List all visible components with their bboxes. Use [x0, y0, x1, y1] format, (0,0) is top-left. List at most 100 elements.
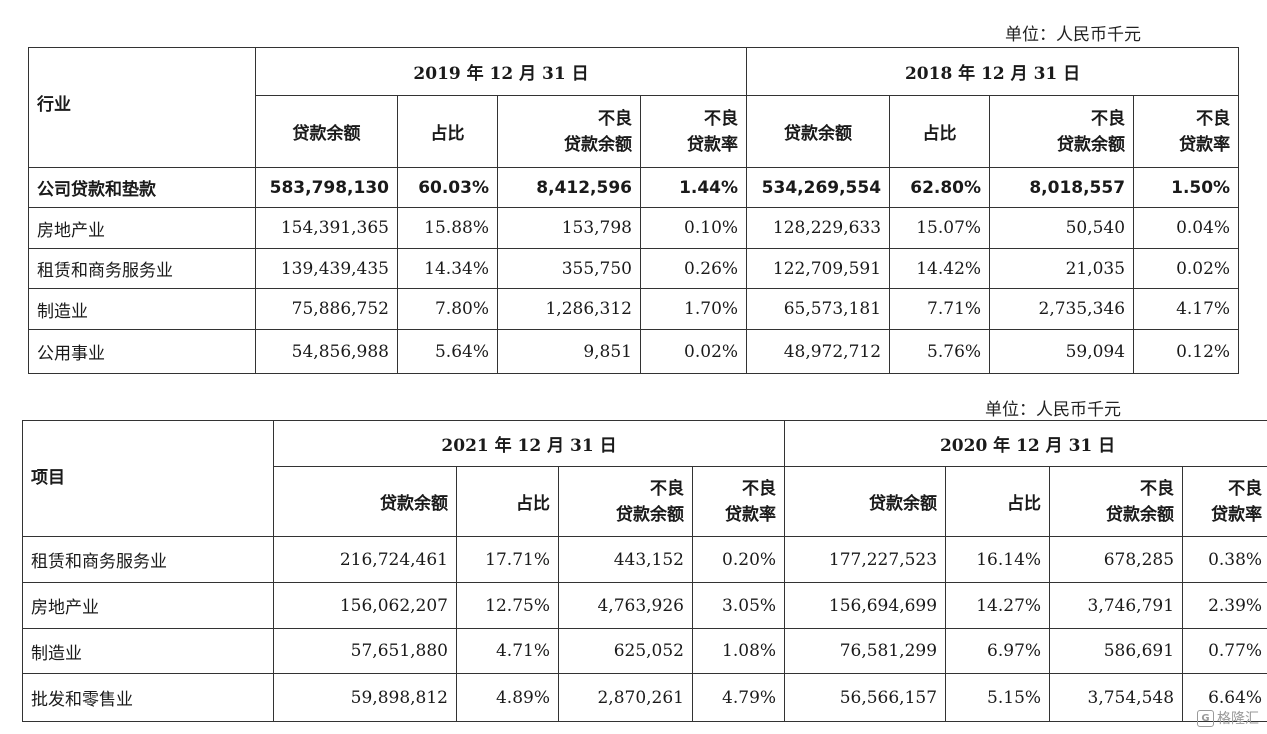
table-cell: 586,691: [1049, 628, 1184, 674]
table-cell: 122,709,591: [746, 248, 891, 289]
table-cell: 4.71%: [456, 628, 559, 674]
table-cell: 1.44%: [639, 167, 748, 208]
row-name: 租赁和商务服务业: [28, 248, 256, 289]
col-npl-balance: 不良 贷款余额: [989, 95, 1135, 168]
table-cell: 678,285: [1049, 536, 1184, 583]
col-ratio: 占比: [456, 466, 559, 537]
table-cell: 154,391,365: [255, 207, 398, 249]
loan-table-2021-2020: 项目 2021 年 12 月 31 日 2020 年 12 月 31 日 贷款余…: [22, 420, 1267, 722]
row-name: 批发和零售业: [22, 673, 274, 722]
col-npl-balance: 不良 贷款余额: [1049, 466, 1184, 537]
table-row: 租赁和商务服务业 216,724,461 17.71% 443,152 0.20% 177…: [22, 536, 1267, 583]
unit-label-2: 单位：人民币千元: [985, 400, 1121, 420]
table-cell: 355,750: [497, 248, 641, 289]
col-npl-balance: 不良 贷款余额: [558, 466, 693, 537]
table-cell: 0.02%: [1133, 248, 1240, 289]
period-header-2020: 2020 年 12 月 31 日: [784, 420, 1267, 467]
table-cell: 0.02%: [639, 329, 748, 374]
watermark: G 格隆汇: [1197, 708, 1259, 728]
col-npl-rate: 不良 贷款率: [691, 466, 786, 537]
col-ratio: 占比: [397, 95, 498, 168]
col-ratio: 占比: [945, 466, 1051, 537]
loan-table-2019-2018: 行业 2019 年 12 月 31 日 2018 年 12 月 31 日 贷款余…: [28, 47, 1240, 374]
table-cell: 5.76%: [889, 329, 991, 374]
row-name: 制造业: [28, 288, 256, 330]
table-cell: 17.71%: [456, 536, 559, 583]
table-cell: 65,573,181: [746, 288, 891, 330]
table-cell: 59,094: [989, 329, 1135, 374]
table-cell: 4.17%: [1133, 288, 1240, 330]
table-cell: 48,972,712: [746, 329, 891, 374]
row-header: 项目: [22, 420, 274, 537]
table-row: 租赁和商务服务业 139,439,435 14.34% 355,750 0.26% 122…: [28, 248, 1240, 289]
table-cell: 12.75%: [456, 582, 559, 629]
table-cell: 1.08%: [691, 628, 786, 674]
table-cell: 54,856,988: [255, 329, 398, 374]
table-cell: 5.64%: [397, 329, 498, 374]
table-cell: 6.97%: [945, 628, 1051, 674]
period-header-2018: 2018 年 12 月 31 日: [746, 47, 1240, 96]
row-name: 公司贷款和垫款: [28, 167, 256, 208]
table-cell: 15.07%: [889, 207, 991, 249]
gelonghui-logo-icon: G: [1197, 709, 1214, 727]
watermark-text: 格隆汇: [1217, 711, 1259, 727]
table-cell: 534,269,554: [746, 167, 891, 208]
table-cell: 216,724,461: [273, 536, 457, 583]
table-cell: 16.14%: [945, 536, 1051, 583]
row-name: 公用事业: [28, 329, 256, 374]
col-npl-rate: 不良 贷款率: [1133, 95, 1240, 168]
col-npl-balance: 不良 贷款余额: [497, 95, 641, 168]
table-row: 制造业 57,651,880 4.71% 625,052 1.08% 76,581,299…: [22, 628, 1267, 674]
table-cell: 4,763,926: [558, 582, 693, 629]
table-cell: 0.77%: [1182, 628, 1267, 674]
table-cell: 76,581,299: [784, 628, 947, 674]
table-cell: 3,746,791: [1049, 582, 1184, 629]
col-balance: 贷款余额: [746, 95, 891, 168]
table-cell: 15.88%: [397, 207, 498, 249]
table-cell: 60.03%: [397, 167, 498, 208]
table-cell: 0.20%: [691, 536, 786, 583]
table-cell: 4.89%: [456, 673, 559, 722]
table-row: 制造业 75,886,752 7.80% 1,286,312 1.70% 65,573,1…: [28, 288, 1240, 330]
table-cell: 128,229,633: [746, 207, 891, 249]
period-header-2021: 2021 年 12 月 31 日: [272, 420, 786, 467]
table-cell: 139,439,435: [255, 248, 398, 289]
col-balance: 贷款余额: [784, 466, 947, 537]
table-row: 房地产业 154,391,365 15.88% 153,798 0.10% 128,229…: [28, 207, 1240, 249]
table-cell: 8,018,557: [989, 167, 1135, 208]
table-cell: 59,898,812: [273, 673, 457, 722]
table-cell: 0.26%: [639, 248, 748, 289]
table-cell: 177,227,523: [784, 536, 947, 583]
table-cell: 7.80%: [397, 288, 498, 330]
table-cell: 0.10%: [639, 207, 748, 249]
table-cell: 14.34%: [397, 248, 498, 289]
table-cell: 75,886,752: [255, 288, 398, 330]
table-cell: 14.42%: [889, 248, 991, 289]
table-cell: 2.39%: [1182, 582, 1267, 629]
table-cell: 21,035: [989, 248, 1135, 289]
table-cell: 2,870,261: [558, 673, 693, 722]
table-cell: 62.80%: [889, 167, 991, 208]
table-cell: 2,735,346: [989, 288, 1135, 330]
table-cell: 4.79%: [691, 673, 786, 722]
table-row: 批发和零售业 59,898,812 4.89% 2,870,261 4.79% 56,56…: [22, 673, 1267, 722]
unit-label-1: 单位：人民币千元: [1005, 25, 1141, 45]
table-cell: 156,694,699: [784, 582, 947, 629]
col-npl-rate: 不良 贷款率: [1182, 466, 1267, 537]
table-cell: 153,798: [497, 207, 641, 249]
table-cell: 583,798,130: [255, 167, 398, 208]
row-name: 制造业: [22, 628, 274, 674]
table-cell: 8,412,596: [497, 167, 641, 208]
table-cell: 1,286,312: [497, 288, 641, 330]
table-row: 房地产业 156,062,207 12.75% 4,763,926 3.05% 156,6…: [22, 582, 1267, 629]
table-cell: 5.15%: [945, 673, 1051, 722]
row-name: 房地产业: [28, 207, 256, 249]
table-row: 公司贷款和垫款 583,798,130 60.03% 8,412,596 1.44% 53…: [28, 167, 1240, 208]
table-row: 公用事业 54,856,988 5.64% 9,851 0.02% 48,972,712 5…: [28, 329, 1240, 374]
table-cell: 625,052: [558, 628, 693, 674]
col-npl-rate: 不良 贷款率: [639, 95, 748, 168]
table-cell: 6.64%: [1182, 673, 1267, 722]
table-cell: 0.38%: [1182, 536, 1267, 583]
table-cell: 7.71%: [889, 288, 991, 330]
col-ratio: 占比: [889, 95, 991, 168]
